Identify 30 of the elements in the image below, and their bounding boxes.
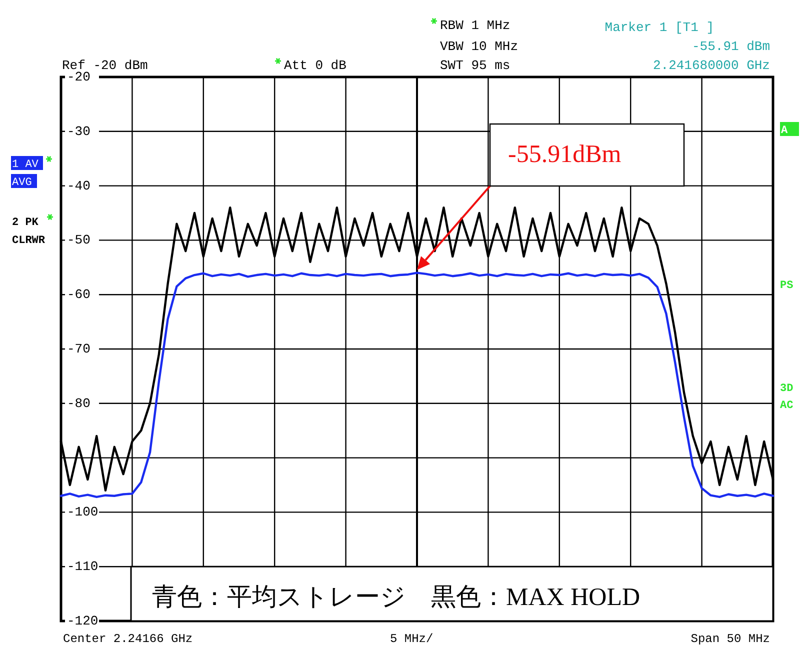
- y-tick-label: -60: [67, 287, 90, 302]
- text: 5 MHz/: [390, 632, 434, 646]
- text: VBW 10 MHz: [440, 39, 518, 54]
- text: Marker 1 [T1 ]: [604, 20, 714, 35]
- y-tick-label: -50: [67, 232, 90, 248]
- text: 2.241680000 GHz: [652, 58, 770, 73]
- line-series: [60, 272, 774, 498]
- text: SWT 95 ms: [440, 58, 510, 73]
- text: 2 PK: [12, 217, 39, 229]
- text: AC: [780, 400, 794, 412]
- y-tick-label: -70: [67, 342, 90, 356]
- text: -55.91 dBm: [692, 39, 770, 54]
- text: Center 2.24166 GHz: [63, 632, 193, 646]
- annotation: 青色：平均ストレージ 黒色：MAX HOLD: [152, 584, 640, 611]
- text: Span 50 MHz: [690, 632, 770, 646]
- text: Att 0 dB: [284, 58, 347, 73]
- y-tick-label: -100: [67, 504, 98, 520]
- text: 3D: [780, 383, 794, 395]
- text: AVG: [12, 177, 32, 189]
- y-tick-label: -30: [67, 124, 90, 139]
- y-tick-label: -40: [67, 178, 90, 194]
- text: RBW 1 MHz: [440, 18, 510, 33]
- text: PS: [780, 280, 794, 292]
- y-tick-label: -110: [67, 559, 98, 574]
- y-tick-label: -120: [67, 614, 98, 628]
- text: A: [781, 125, 788, 137]
- annotation: -55.91dBm: [508, 141, 622, 168]
- y-tick-label: -80: [67, 396, 90, 411]
- text: CLRWR: [12, 235, 46, 247]
- text: 1 AV: [12, 159, 39, 171]
